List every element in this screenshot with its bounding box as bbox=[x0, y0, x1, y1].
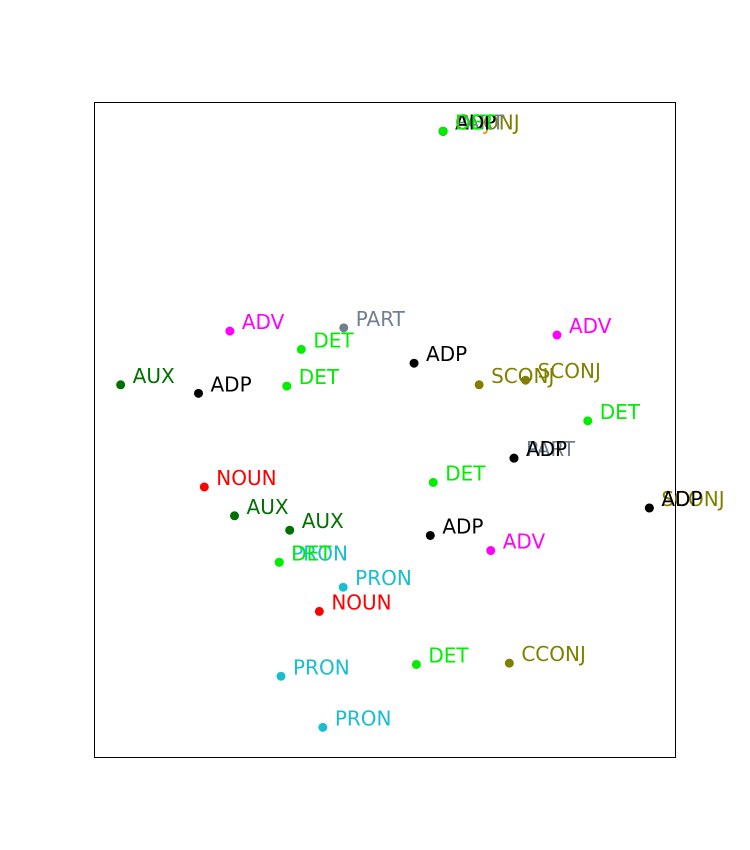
point-label: SCONJ bbox=[538, 359, 601, 383]
scatter-point bbox=[425, 530, 435, 540]
point-label: DET bbox=[291, 541, 332, 565]
scatter-point bbox=[116, 380, 126, 390]
scatter-point bbox=[486, 546, 496, 556]
point-label: CCONJ bbox=[521, 642, 586, 666]
point-label: PRON bbox=[335, 706, 392, 730]
point-label: PART bbox=[455, 110, 505, 134]
scatter-point bbox=[339, 323, 349, 333]
point-label: DET bbox=[600, 400, 641, 424]
point-label: AUX bbox=[247, 495, 289, 519]
point-label: AUX bbox=[302, 509, 344, 533]
point-label: PRON bbox=[291, 541, 348, 565]
scatter-point bbox=[504, 658, 514, 668]
point-label: DET bbox=[445, 461, 486, 485]
point-label: NOUN bbox=[331, 590, 391, 614]
point-label: PRON bbox=[293, 655, 350, 679]
scatter-point bbox=[225, 326, 235, 336]
point-label: ADJ bbox=[455, 110, 490, 134]
scatter-point bbox=[318, 722, 328, 732]
point-label: CCONJ bbox=[455, 110, 520, 134]
point-label: ADP bbox=[526, 437, 567, 461]
scatter-point bbox=[521, 375, 531, 385]
point-label: ADV bbox=[569, 314, 612, 338]
point-label: PART bbox=[526, 437, 576, 461]
scatter-point bbox=[428, 477, 438, 487]
scatter-point bbox=[474, 380, 484, 390]
point-label: ADP bbox=[661, 487, 702, 511]
scatter-point bbox=[199, 482, 209, 492]
scatter-point bbox=[338, 582, 348, 592]
scatter-point bbox=[274, 557, 284, 567]
scatter-point bbox=[644, 503, 654, 513]
scatter-point bbox=[282, 381, 292, 391]
point-label: SCONJ bbox=[661, 487, 724, 511]
scatter-point bbox=[285, 525, 295, 535]
point-label: DET bbox=[299, 365, 340, 389]
point-label: SCONJ bbox=[491, 364, 554, 388]
scatter-point bbox=[276, 671, 286, 681]
point-label: DET bbox=[455, 110, 496, 134]
point-label: PRON bbox=[355, 566, 412, 590]
scatter-point bbox=[552, 330, 562, 340]
point-label: ADP bbox=[210, 372, 251, 396]
point-label: ADV bbox=[242, 310, 285, 334]
point-label: AUX bbox=[133, 364, 175, 388]
scatter-point bbox=[438, 126, 448, 136]
point-label: ADP bbox=[426, 342, 467, 366]
point-label: DET bbox=[313, 328, 354, 352]
point-label: DET bbox=[428, 643, 469, 667]
points-layer bbox=[116, 126, 654, 732]
scatter-point bbox=[230, 511, 240, 521]
scatter-point bbox=[509, 453, 519, 463]
scatter-point bbox=[314, 606, 324, 616]
scatter-point bbox=[193, 388, 203, 398]
scatter-point bbox=[411, 659, 421, 669]
point-label: NOUN bbox=[216, 466, 276, 490]
point-label: PART bbox=[356, 307, 406, 331]
point-label: ADV bbox=[503, 530, 546, 554]
scatter-point bbox=[583, 416, 593, 426]
scatter-point bbox=[409, 358, 419, 368]
plot-frame bbox=[94, 102, 676, 758]
point-label: ADP bbox=[442, 514, 483, 538]
point-label: ADP bbox=[455, 110, 496, 134]
scatter-point bbox=[296, 344, 306, 354]
